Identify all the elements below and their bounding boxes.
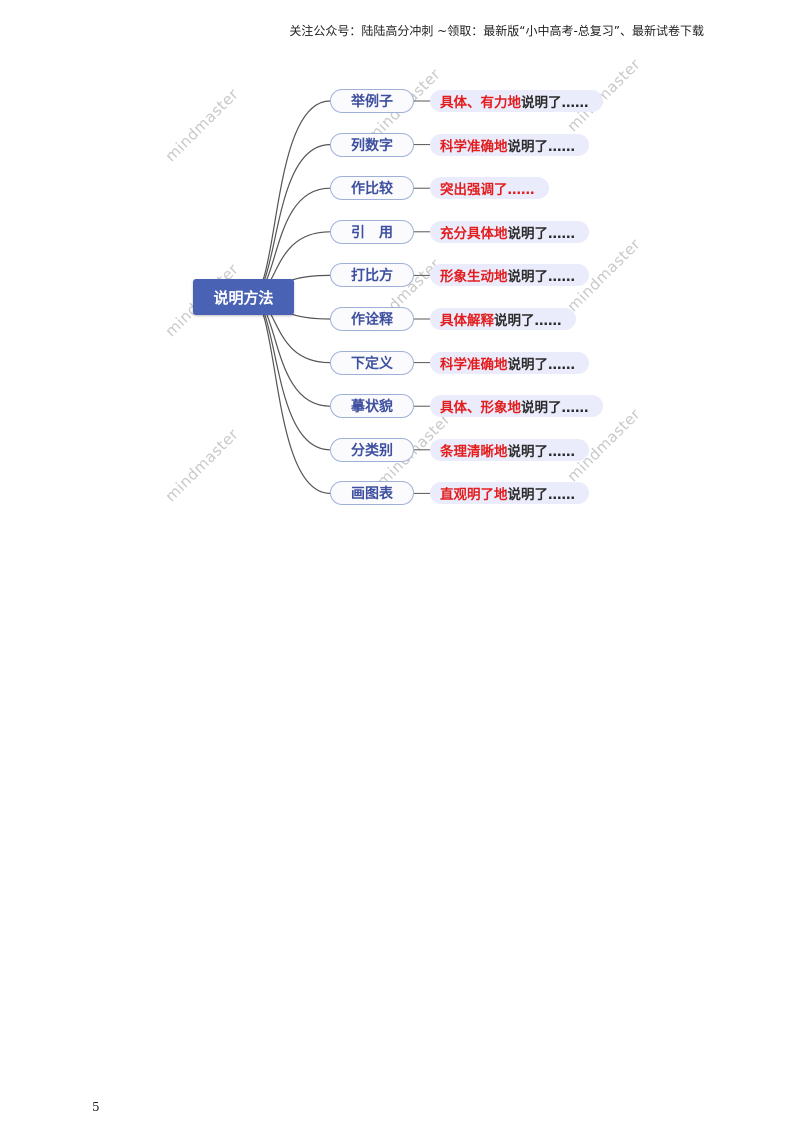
- effect-plain-text: 说明了……: [521, 95, 589, 111]
- branch-line: [249, 144, 331, 298]
- effect-node: 具体、形象地 说明了……: [430, 395, 603, 418]
- method-node: 引 用: [330, 219, 414, 244]
- effect-plain-text: 说明了……: [507, 487, 576, 504]
- method-node: 摹状貌: [330, 394, 414, 419]
- method-node: 举例子: [330, 89, 414, 113]
- effect-plain-text: 说明了……: [494, 313, 562, 329]
- effect-highlight-text: 具体、形象地: [440, 400, 521, 417]
- effect-node: 充分具体地 说明了……: [430, 220, 589, 243]
- root-node: 说明方法: [193, 279, 294, 315]
- page-header: 关注公众号：陆陆高分冲刺 ~领取：最新版“小中高考-总复习”、最新试卷下载: [289, 24, 704, 38]
- method-node: 作比较: [330, 176, 414, 201]
- method-node: 分类别: [330, 437, 414, 462]
- page-number: 5: [92, 1100, 100, 1114]
- effect-highlight-text: 突出强调了……: [440, 182, 535, 199]
- effect-plain-text: 说明了……: [507, 356, 576, 373]
- effect-highlight-text: 具体、有力地: [440, 95, 521, 111]
- effect-plain-text: 说明了……: [507, 225, 576, 242]
- effect-plain-text: 说明了……: [521, 400, 589, 417]
- mindmap: mindmaster mindmaster mindmaster mindmas…: [0, 0, 800, 560]
- effect-highlight-text: 充分具体地: [440, 225, 508, 242]
- effect-highlight-text: 科学准确地: [440, 356, 508, 373]
- effect-highlight-text: 直观明了地: [440, 487, 508, 504]
- effect-plain-text: 说明了……: [507, 138, 576, 155]
- effect-node: 具体解释 说明了……: [430, 308, 576, 330]
- branch-line: [249, 296, 331, 494]
- effect-node: 具体、有力地 说明了……: [430, 90, 603, 112]
- effect-node: 条理清晰地 说明了……: [430, 438, 589, 461]
- effect-highlight-text: 条理清晰地: [440, 443, 508, 460]
- branch-line: [249, 100, 331, 298]
- effect-node: 科学准确地 说明了……: [430, 351, 589, 374]
- effect-node: 形象生动地 说明了……: [430, 264, 589, 287]
- method-node: 画图表: [330, 481, 414, 506]
- method-node: 下定义: [330, 350, 414, 375]
- effect-node: 科学准确地 说明了……: [430, 133, 589, 156]
- effect-plain-text: 说明了……: [507, 269, 576, 286]
- effect-node: 直观明了地 说明了……: [430, 482, 589, 505]
- effect-highlight-text: 形象生动地: [440, 269, 508, 286]
- branch-line: [249, 296, 331, 451]
- effect-plain-text: 说明了……: [507, 443, 576, 460]
- method-node: 作诠释: [330, 307, 414, 331]
- effect-node: 突出强调了……: [430, 177, 549, 200]
- method-node: 打比方: [330, 263, 414, 288]
- effect-highlight-text: 科学准确地: [440, 138, 508, 155]
- effect-highlight-text: 具体解释: [440, 313, 494, 329]
- method-node: 列数字: [330, 132, 414, 157]
